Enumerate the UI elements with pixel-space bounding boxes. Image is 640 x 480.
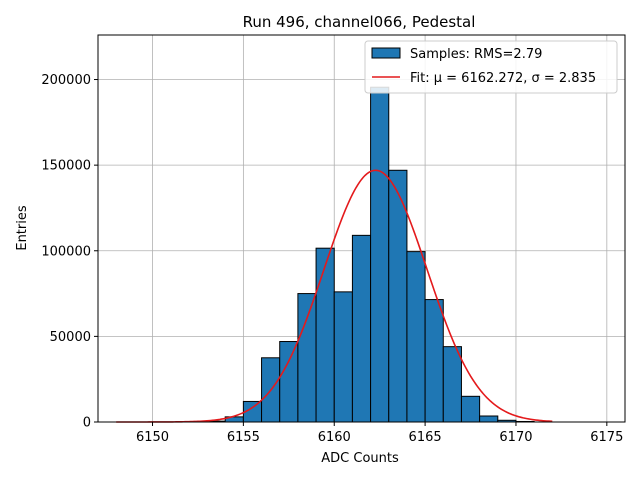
x-tick-label: 6165	[409, 430, 442, 445]
y-tick-label: 0	[83, 416, 91, 431]
histogram-bar	[333, 291, 353, 423]
legend: Samples: RMS=2.79 Fit: μ = 6162.272, σ =…	[364, 40, 618, 94]
histogram-bar	[351, 234, 372, 423]
x-tick-label: 6160	[318, 430, 351, 445]
histogram-bar	[442, 346, 462, 423]
y-tick-label: 200000	[41, 73, 91, 88]
histogram-bar	[406, 251, 426, 423]
histogram-bar	[297, 293, 317, 423]
y-tick-label: 100000	[41, 244, 91, 259]
x-axis-label: ADC Counts	[321, 451, 399, 466]
y-axis-label: Entries	[15, 205, 30, 251]
legend-box	[364, 40, 618, 94]
chart-title: Run 496, channel066, Pedestal	[243, 13, 476, 31]
y-tick-label: 150000	[41, 159, 91, 174]
histogram-bars	[206, 86, 535, 423]
x-tick-label: 6175	[590, 430, 623, 445]
legend-swatch-samples	[371, 47, 401, 59]
histogram-bar	[424, 299, 444, 423]
histogram-bar	[370, 86, 390, 423]
x-tick-label: 6150	[136, 430, 169, 445]
x-tick-label: 6170	[499, 430, 532, 445]
legend-label-samples: Samples: RMS=2.79	[410, 47, 542, 62]
y-axis-ticks: 0 50000 100000 150000 200000	[41, 73, 98, 431]
histogram-bar	[279, 341, 299, 423]
histogram-bar	[460, 395, 481, 423]
histogram-bar	[479, 415, 499, 423]
x-axis-ticks: 6150 6155 6160 6165 6170 6175	[136, 422, 623, 445]
legend-label-fit: Fit: μ = 6162.272, σ = 2.835	[410, 71, 596, 86]
plot-frame	[97, 34, 626, 423]
y-tick-label: 50000	[50, 330, 91, 345]
x-tick-label: 6155	[227, 430, 260, 445]
histogram-bar	[315, 247, 335, 423]
